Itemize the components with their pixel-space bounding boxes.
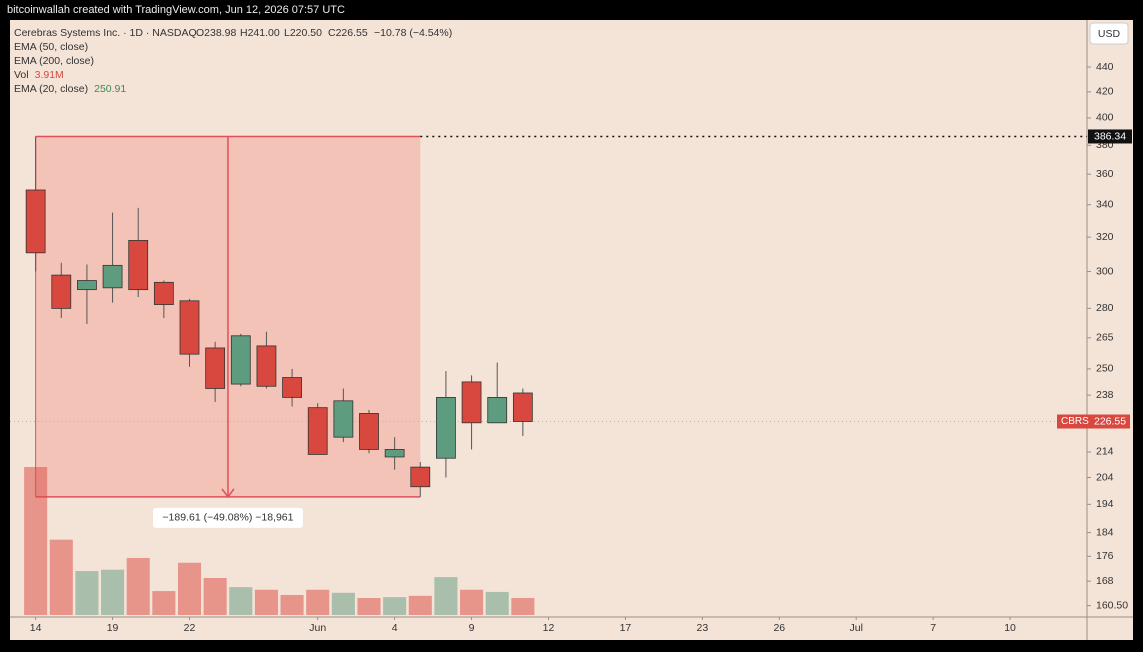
candle-body [77, 280, 97, 291]
candle-body [410, 466, 431, 488]
symbol: Cerebras Systems Inc. · 1D · NASDAQ [14, 27, 197, 39]
ticker-box [1057, 414, 1130, 429]
volume-bar [75, 571, 99, 615]
y-tick-label: 360 [1096, 168, 1114, 180]
candle-body [333, 400, 354, 438]
volume-bar [485, 591, 509, 615]
volume-bar [408, 595, 432, 615]
x-tick-label: 9 [469, 622, 475, 634]
ohlc: H241.00 [240, 27, 280, 39]
candle-body [461, 381, 482, 424]
y-tick-label: 238 [1096, 389, 1114, 401]
candle-body [128, 240, 149, 291]
ticker: CBRS [1061, 416, 1089, 427]
volume-bar [331, 592, 355, 615]
change: −10.78 (−4.54%) [374, 27, 452, 39]
volume-bar [49, 539, 73, 615]
y-tick-label: 194 [1096, 498, 1114, 510]
y-tick-label: 400 [1096, 112, 1114, 124]
x-tick-label: 14 [30, 622, 42, 634]
x-tick-label: 10 [1004, 622, 1016, 634]
header: bitcoinwallah created with TradingView.c… [7, 4, 345, 16]
y-tick-label: 160.50 [1096, 599, 1128, 611]
x-tick-label: 4 [392, 622, 398, 634]
x-tick-label: Jul [849, 622, 862, 634]
candle-body [230, 335, 251, 385]
y-tick-label: 168 [1096, 575, 1114, 587]
volume-bar [101, 569, 125, 615]
candle-body [102, 264, 123, 289]
candle-body [282, 377, 302, 398]
y-tick-label: 280 [1096, 302, 1114, 314]
ohlc: C226.55 [328, 27, 368, 39]
ohlc: L220.50 [284, 27, 322, 39]
candle-body [256, 345, 277, 387]
volume-bar [511, 597, 535, 615]
candle-body [25, 189, 46, 254]
indicator-name: EMA (20, close) [14, 83, 88, 95]
candle-body [487, 397, 508, 424]
volume-bar [24, 467, 48, 615]
y-tick-label: 340 [1096, 198, 1114, 210]
y-tick-label: 265 [1096, 332, 1114, 344]
candle-body [205, 347, 226, 389]
last-price: 226.55 [1094, 415, 1126, 427]
indicator-value: 3.91M [35, 69, 64, 81]
y-tick-label: 204 [1096, 471, 1114, 483]
candle-body [384, 449, 405, 458]
measure-label-box [152, 507, 303, 528]
volume-bar [152, 591, 176, 615]
volume-bar [203, 578, 227, 615]
x-tick-label: 12 [543, 622, 555, 634]
y-tick-label: 440 [1096, 61, 1114, 73]
volume-bar [126, 557, 150, 615]
currency-box[interactable] [1089, 22, 1129, 45]
high-price: 386.34 [1094, 130, 1126, 142]
y-tick-label: 420 [1096, 86, 1114, 98]
indicator-name: EMA (50, close) [14, 41, 88, 53]
volume-bar [280, 594, 304, 615]
candle-body [359, 413, 379, 450]
x-tick-label: 17 [620, 622, 632, 634]
indicator-value: 250.91 [94, 83, 126, 95]
x-tick-label: 7 [930, 622, 936, 634]
volume-bar [357, 598, 381, 615]
x-tick-label: 26 [773, 622, 785, 634]
x-tick-label: Jun [309, 622, 326, 634]
y-tick-label: 214 [1096, 446, 1114, 458]
y-tick-label: 300 [1096, 265, 1114, 277]
volume-bar [434, 577, 458, 615]
ohlc: O238.98 [196, 27, 236, 39]
legend: Cerebras Systems Inc. · 1D · NASDAQ O238.… [14, 27, 452, 95]
x-tick-label: 23 [697, 622, 709, 634]
y-tick-label: 184 [1096, 526, 1114, 538]
indicator-name: EMA (200, close) [14, 55, 94, 67]
y-tick-label: 320 [1096, 231, 1114, 243]
currency: USD [1098, 28, 1121, 40]
volume-bar [306, 589, 330, 615]
volume-bar [460, 589, 484, 615]
y-tick-label: 250 [1096, 363, 1114, 375]
indicator-name: Vol [14, 69, 29, 81]
volume-bar [254, 589, 278, 615]
candle-body [436, 397, 456, 459]
candle-body [51, 274, 72, 309]
volume-bar [229, 587, 253, 615]
candle-body [307, 407, 328, 455]
x-tick-label: 19 [107, 622, 119, 634]
high-price-box [1088, 129, 1132, 144]
x-tick-label: 22 [184, 622, 196, 634]
measure-arrowhead [221, 488, 235, 499]
measure-label: −189.61 (−49.08%) −18,961 [162, 512, 293, 524]
candle-body [512, 392, 533, 422]
candle-body [179, 300, 200, 355]
candle-body [153, 281, 174, 305]
y-tick-label: 176 [1096, 550, 1114, 562]
volume-bar [177, 562, 202, 615]
volume-bar [383, 597, 407, 615]
